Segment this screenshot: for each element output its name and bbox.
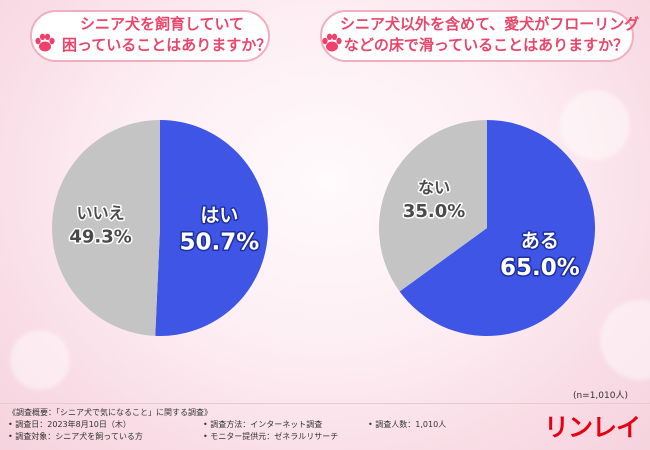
- pie-2-value-label-2: 35.0%: [403, 201, 465, 222]
- survey-method: • 調査方法：インターネット調査: [203, 420, 323, 429]
- brand-logo: リンレイ: [543, 413, 641, 442]
- survey-target: • 調査対象：シニア犬を飼っている方: [8, 432, 143, 441]
- paw-icon: [35, 33, 55, 52]
- pie-2-slice-1: [399, 120, 595, 337]
- question-2-title: シニア犬以外を含めて、愛犬がフローリング などの床で滑っていることはありますか？: [340, 14, 640, 56]
- bokeh-decoration: [560, 90, 630, 160]
- pie-1-category-label-2: いいえ: [77, 204, 125, 223]
- survey-count: • 調査人数：1,010人: [368, 420, 447, 429]
- pie-1-category-label-1: はい: [200, 204, 238, 226]
- pie-1-slice-1: [155, 120, 268, 336]
- question-1-line-1: シニア犬を飼育していて: [79, 15, 245, 33]
- question-2-box: [320, 10, 634, 62]
- sample-size-note: (n=1,010人): [572, 391, 628, 401]
- pie-1-slice-2: [51, 120, 160, 336]
- pie-1-value-label-1: 50.7%: [179, 229, 259, 255]
- footer-divider: [0, 403, 650, 404]
- pie-2-category-label-1: ある: [521, 230, 559, 252]
- bokeh-decoration: [10, 330, 70, 390]
- question-2-line-1: シニア犬以外を含めて、愛犬がフローリング: [340, 15, 640, 33]
- pie-2-category-label-2: ない: [418, 178, 450, 197]
- pie-chart-1: はい 50.7% いいえ 49.3%: [51, 120, 268, 336]
- question-2-line-2: などの床で滑っていることはありますか？: [343, 36, 629, 54]
- question-1-line-2: 困っていることはありますか？: [62, 36, 272, 54]
- pie-2-value-label-1: 65.0%: [500, 255, 580, 281]
- survey-date: • 調査日：2023年8月10日（木）: [8, 420, 131, 429]
- pie-chart-2: ある 65.0% ない 35.0%: [379, 120, 595, 337]
- question-1-box: [30, 10, 270, 62]
- pie-2-slice-2: [379, 120, 487, 292]
- bokeh-decoration: [600, 300, 650, 380]
- survey-title: 《調査概要：「シニア犬で気になること」に関する調査》: [8, 408, 212, 417]
- question-1-title: シニア犬を飼育していて 困っていることはありますか？: [62, 14, 272, 56]
- survey-provider: • モニター提供元：ゼネラルリサーチ: [203, 432, 339, 441]
- pie-1-value-label-2: 49.3%: [69, 227, 131, 248]
- paw-icon: [322, 33, 342, 52]
